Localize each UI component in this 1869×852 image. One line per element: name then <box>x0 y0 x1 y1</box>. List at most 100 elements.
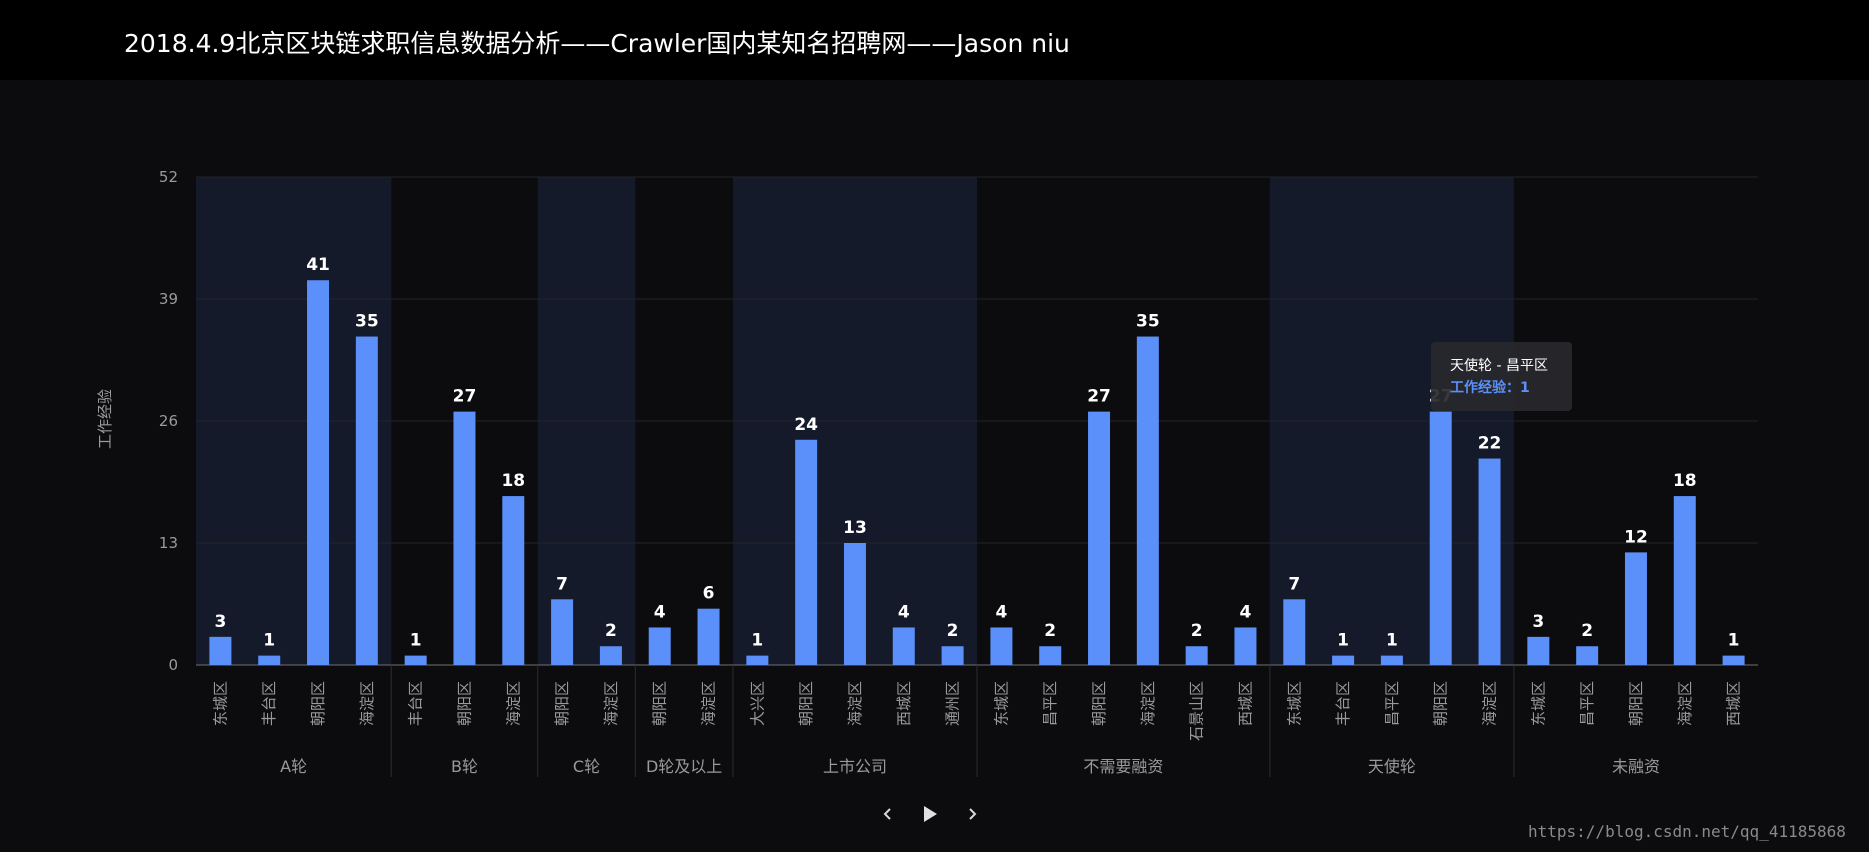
data-label: 18 <box>1673 471 1697 491</box>
bar <box>551 599 574 665</box>
chevron-right-icon <box>969 808 977 820</box>
data-label: 22 <box>1478 434 1502 454</box>
bar <box>209 636 232 665</box>
data-label: 2 <box>1581 621 1593 641</box>
data-label: 35 <box>355 312 379 332</box>
x-tick-label: 朝阳区 <box>1090 681 1108 726</box>
data-label: 2 <box>1191 621 1203 641</box>
data-label: 4 <box>898 602 910 622</box>
data-label: 2 <box>605 621 617 641</box>
bar <box>697 608 720 665</box>
x-tick-label: 西城区 <box>895 681 913 726</box>
tooltip-title: 天使轮 - 昌平区 <box>1450 358 1548 374</box>
data-label: 24 <box>794 415 818 435</box>
x-tick-label: 海淀区 <box>602 681 620 726</box>
data-label: 35 <box>1136 312 1160 332</box>
bar <box>355 336 378 665</box>
data-label: 18 <box>501 471 525 491</box>
header-bar: 2018.4.9北京区块链求职信息数据分析——Crawler国内某知名招聘网——… <box>0 0 1869 80</box>
tooltip-value: 工作经验：1 <box>1450 380 1530 396</box>
chart-tooltip: 天使轮 - 昌平区 工作经验：1 <box>1431 342 1572 411</box>
x-tick-label: 朝阳区 <box>797 681 815 726</box>
data-label: 1 <box>1728 631 1740 651</box>
data-label: 4 <box>654 602 666 622</box>
x-tick-label: 东城区 <box>1285 681 1303 726</box>
bar <box>307 280 330 665</box>
data-label: 3 <box>1532 612 1544 632</box>
y-tick-label: 0 <box>168 656 178 674</box>
x-tick-label: 朝阳区 <box>651 681 669 726</box>
data-label: 1 <box>263 631 275 651</box>
bar <box>502 496 525 665</box>
x-tick-label: 朝阳区 <box>553 681 571 726</box>
group-label: 上市公司 <box>823 757 887 776</box>
group-label: C轮 <box>573 757 600 776</box>
data-label: 1 <box>1386 631 1398 651</box>
bar <box>1380 655 1403 665</box>
bar <box>599 646 622 665</box>
bar <box>1185 646 1208 665</box>
data-label: 3 <box>214 612 226 632</box>
data-label: 7 <box>556 574 568 594</box>
timeline-controls <box>870 796 990 832</box>
bar <box>1624 552 1647 665</box>
bar <box>1088 411 1111 665</box>
x-tick-label: 东城区 <box>992 681 1010 726</box>
bar <box>795 439 818 665</box>
play-button[interactable] <box>912 796 948 832</box>
prev-button[interactable] <box>870 796 906 832</box>
x-tick-label: 海淀区 <box>1676 681 1694 726</box>
bar <box>1576 646 1599 665</box>
data-label: 1 <box>751 631 763 651</box>
group-label: 天使轮 <box>1368 757 1416 776</box>
data-label: 27 <box>453 387 477 407</box>
x-tick-label: 西城区 <box>1725 681 1743 726</box>
data-label: 4 <box>1240 602 1252 622</box>
group-label: 未融资 <box>1612 757 1660 776</box>
x-tick-label: 海淀区 <box>504 681 522 726</box>
y-tick-label: 13 <box>159 534 178 552</box>
x-tick-label: 东城区 <box>211 681 229 726</box>
y-axis-label: 工作经验 <box>96 389 114 449</box>
x-tick-label: 昌平区 <box>1578 681 1596 726</box>
bar <box>453 411 476 665</box>
chevron-left-icon <box>883 808 891 820</box>
y-tick-label: 26 <box>159 412 178 430</box>
group-label: A轮 <box>280 757 307 776</box>
bar <box>843 543 866 665</box>
bar <box>990 627 1013 665</box>
bar <box>648 627 671 665</box>
group-label: 不需要融资 <box>1083 757 1163 776</box>
bar <box>1283 599 1306 665</box>
x-tick-label: 海淀区 <box>700 681 718 726</box>
x-tick-label: 海淀区 <box>846 681 864 726</box>
x-tick-label: 丰台区 <box>1334 681 1352 726</box>
watermark: https://blog.csdn.net/qq_41185868 <box>1528 822 1846 841</box>
bar <box>1039 646 1062 665</box>
x-tick-label: 海淀区 <box>1481 681 1499 726</box>
next-button[interactable] <box>954 796 990 832</box>
data-label: 27 <box>1087 387 1111 407</box>
bar <box>1234 627 1257 665</box>
x-tick-label: 昌平区 <box>1041 681 1059 726</box>
y-tick-label: 52 <box>159 168 178 186</box>
x-tick-label: 海淀区 <box>1139 681 1157 726</box>
x-tick-label: 朝阳区 <box>309 681 327 726</box>
page-title: 2018.4.9北京区块链求职信息数据分析——Crawler国内某知名招聘网——… <box>124 29 1070 58</box>
x-tick-label: 西城区 <box>1236 681 1254 726</box>
data-label: 2 <box>947 621 959 641</box>
data-label: 4 <box>995 602 1007 622</box>
x-tick-label: 石景山区 <box>1188 681 1206 741</box>
data-label: 1 <box>410 631 422 651</box>
x-tick-label: 昌平区 <box>1383 681 1401 726</box>
y-tick-label: 39 <box>159 290 178 308</box>
bar <box>1527 636 1550 665</box>
data-label: 12 <box>1624 527 1648 547</box>
data-label: 13 <box>843 518 867 538</box>
x-tick-label: 通州区 <box>944 681 962 726</box>
bar <box>892 627 915 665</box>
bar <box>1722 655 1745 665</box>
bar <box>1332 655 1355 665</box>
x-tick-label: 朝阳区 <box>1627 681 1645 726</box>
